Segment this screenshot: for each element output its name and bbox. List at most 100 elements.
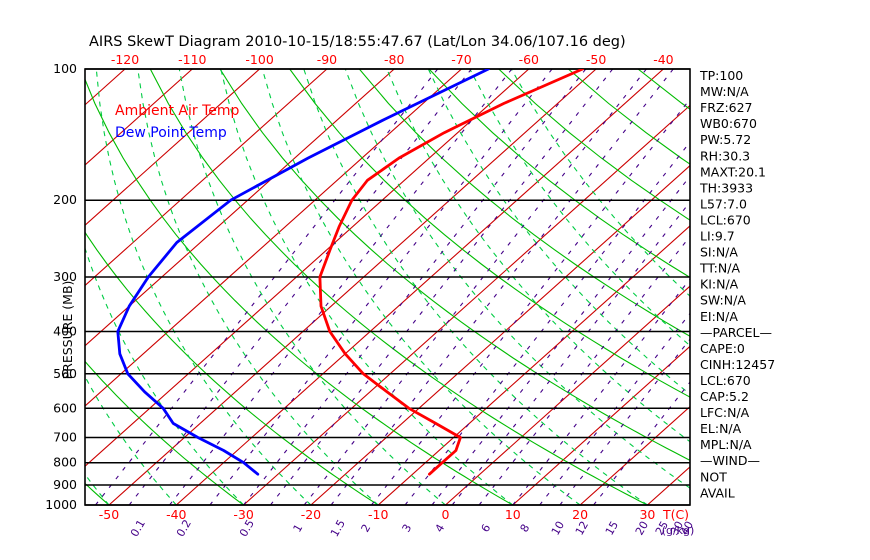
- mixing-ratio-tick: 20: [633, 519, 651, 538]
- isotherm-line: [377, 225, 690, 505]
- top-temp-tick: -100: [245, 52, 273, 67]
- parameter-item: MPL:N/A: [700, 437, 752, 452]
- bottom-temp-tick: -10: [368, 507, 388, 522]
- parameter-item: LCL:670: [700, 212, 751, 227]
- mixing-ratio-line: [451, 201, 690, 505]
- pressure-tick: 900: [53, 477, 77, 492]
- mixing-ratio-line: [303, 69, 647, 505]
- dry-adiabat-line: [85, 231, 379, 505]
- mixing-ratio-line: [371, 98, 690, 505]
- mixing-ratio-tick: 12: [573, 519, 591, 538]
- plot-border: [84, 68, 691, 506]
- pressure-axis: 100 200 300 400 500 600 700 800 900 1000: [45, 61, 77, 512]
- isotherm-line: [85, 69, 462, 407]
- dry-adiabat-line: [637, 69, 690, 110]
- mixing-ratio-line: [209, 69, 553, 505]
- mixing-ratio-tick: 8: [518, 522, 533, 535]
- mixing-ratio-line: [431, 175, 690, 505]
- isotherm-line: [445, 285, 690, 505]
- mixing-ratio-tick: 4: [433, 522, 448, 535]
- parameter-item: AVAIL: [700, 485, 735, 500]
- mixing-ratio-line: [478, 235, 690, 505]
- moist-adiabat-line: [95, 69, 312, 505]
- moist-adiabat-line: [303, 69, 648, 505]
- mixing-ratio-line: [512, 278, 690, 505]
- parameter-item: CINH:12457: [700, 357, 775, 372]
- profile-line: [116, 69, 490, 476]
- parameter-item: LCL:670: [700, 373, 751, 388]
- isotherm-line: [579, 405, 690, 505]
- grid-layer: [0, 69, 870, 505]
- parameter-item: EL:N/A: [700, 421, 742, 436]
- bottom-temp-tick: -40: [166, 507, 186, 522]
- mixing-ratio-line: [559, 338, 690, 505]
- pressure-tick: 100: [53, 61, 77, 76]
- pressure-tick: 500: [53, 366, 77, 381]
- moist-adiabat-line: [0, 69, 42, 505]
- mixing-ratio-line: [128, 69, 472, 505]
- top-temp-tick: -70: [451, 52, 471, 67]
- pressure-tick: 1000: [45, 497, 77, 512]
- page-title: AIRS SkewT Diagram 2010-10-15/18:55:47.6…: [89, 34, 626, 50]
- parameter-item: TP:100: [699, 68, 743, 83]
- isotherm-line: [85, 69, 530, 467]
- mixing-ratio-line: [593, 381, 690, 505]
- isotherm-line: [85, 69, 395, 347]
- moist-adiabat-line: [427, 69, 690, 395]
- mixing-ratio-line: [330, 69, 674, 505]
- isotherm-line: [0, 69, 58, 505]
- pressure-tick: 700: [53, 429, 77, 444]
- parameter-item: FRZ:627: [700, 100, 753, 115]
- parameter-item: NOT: [700, 469, 727, 484]
- parameter-item: MAXT:20.1: [700, 164, 766, 179]
- parameter-item: KI:N/A: [700, 277, 739, 292]
- mixing-ratio-tick: 1.5: [328, 517, 348, 539]
- mixing-ratio-line: [539, 312, 690, 505]
- bottom-temp-tick: -20: [301, 507, 321, 522]
- profile-line: [318, 69, 584, 476]
- mixing-ratio-line: [95, 69, 439, 505]
- mixing-ratio-tick: 30: [668, 519, 686, 538]
- moist-adiabat-line: [85, 246, 244, 505]
- top-temp-tick: -80: [384, 52, 404, 67]
- parameter-item: TH:3933: [699, 180, 753, 195]
- top-temp-tick: -50: [586, 52, 606, 67]
- parameter-item: SI:N/A: [700, 245, 738, 260]
- dry-adiabat-line: [85, 78, 514, 505]
- dry-adiabat-line: [219, 69, 690, 461]
- bottom-temperature-axis: -50 -40 -30 -20 -10 0 10 20 30: [99, 507, 656, 522]
- mixing-ratio-tick: 15: [603, 519, 621, 538]
- x-axis-mixing-label: (g/kg): [662, 524, 695, 537]
- parameter-item: LI:9.7: [700, 229, 735, 244]
- parameter-item: TT:N/A: [699, 261, 740, 276]
- pressure-tick: 800: [53, 455, 77, 470]
- parameter-list: TP:100MW:N/AFRZ:627WB0:670PW:5.72RH:30.3…: [699, 68, 775, 500]
- top-temp-tick: -40: [653, 52, 673, 67]
- moist-adiabat-line: [386, 69, 690, 443]
- isotherm-line: [85, 69, 260, 227]
- bottom-temp-tick: 20: [572, 507, 588, 522]
- parameter-item: EI:N/A: [700, 309, 738, 324]
- dry-adiabat-line: [149, 69, 648, 505]
- isotherm-line: [310, 164, 690, 505]
- moist-adiabat-line: [220, 69, 514, 505]
- isotherm-line: [849, 69, 870, 505]
- moist-adiabat-line: [178, 69, 446, 505]
- dry-adiabat-line: [358, 69, 690, 337]
- bottom-temp-tick: -30: [233, 507, 253, 522]
- pressure-tick: 300: [53, 269, 77, 284]
- pressure-tick: 400: [53, 323, 77, 338]
- y-axis-label: PRESSURE (MB): [60, 281, 75, 380]
- parameter-item: WB0:670: [700, 116, 757, 131]
- isotherm-line: [512, 345, 690, 505]
- x-axis-temp-label: T(C): [662, 507, 689, 522]
- parameter-item: PW:5.72: [700, 132, 751, 147]
- pressure-tick: 200: [53, 192, 77, 207]
- parameter-item: CAPE:0: [700, 341, 745, 356]
- mixing-ratio-tick: 0.1: [128, 517, 148, 539]
- dry-adiabat-line: [85, 360, 244, 505]
- mixing-ratio-tick: 25: [653, 519, 671, 538]
